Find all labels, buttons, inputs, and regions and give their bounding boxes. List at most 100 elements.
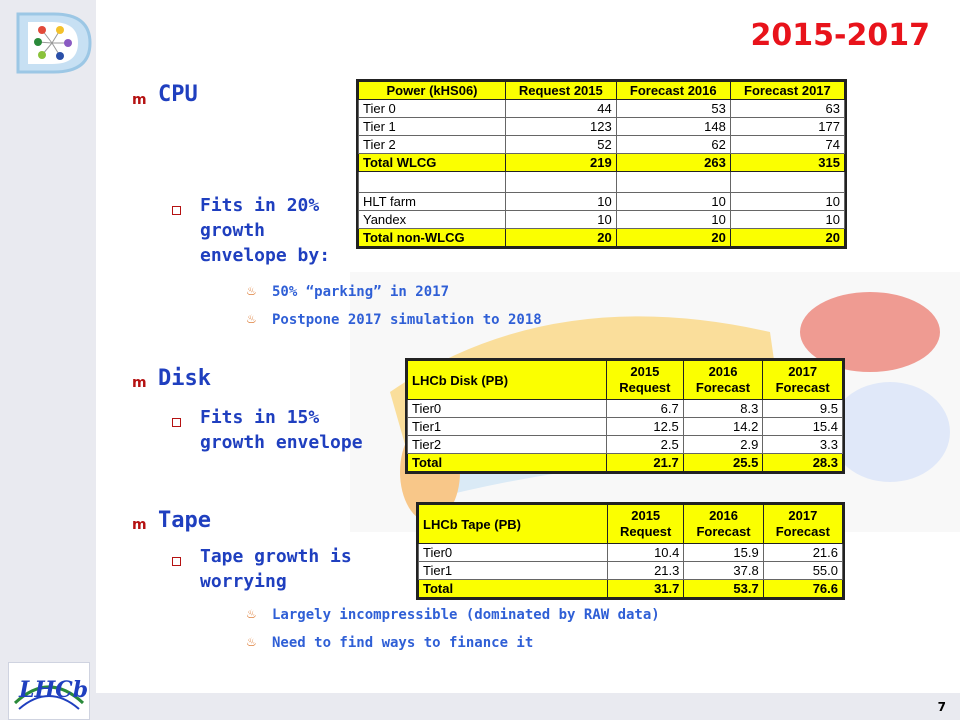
table-total-row: Total 31.7 53.7 76.6 [418,579,844,598]
tape-header-cell: 2015 Request [606,504,685,544]
bullet-disk-sub [172,418,181,427]
cpu-point-1: 50% “parking” in 2017 [272,284,450,300]
table-cell [505,171,617,193]
tape-header-cell: 2016 Forecast [683,504,764,544]
table-cell: Tier0 [407,399,607,418]
tape-table-header: LHCb Tape (PB) 2015 Request 2016 Forecas… [418,504,844,544]
table-cell: 52 [505,135,617,154]
tape-point-2: Need to find ways to finance it [272,635,534,651]
table-cell: Tier1 [418,561,608,580]
table-cell: 148 [615,117,731,136]
table-total-row: Total WLCG 219 263 315 [358,153,846,172]
table-cell: Yandex [358,210,506,229]
table-cell: Total WLCG [358,153,506,172]
table-cell: 15.9 [683,543,764,562]
disk-heading: Disk [158,366,211,391]
table-cell: 10 [505,210,617,229]
disk-header-cell: 2015 Request [606,360,684,400]
table-total-row: Total non-WLCG 20 20 20 [358,228,846,247]
table-cell: 74 [729,135,846,154]
bullet-tape-point-2: ♨ [246,635,257,649]
collaboration-logo [16,12,92,74]
table-cell [358,171,506,193]
bullet-disk: m [132,375,147,391]
bullet-tape-sub [172,557,181,566]
tape-sub-line-1: Tape growth is [200,546,352,567]
bullet-tape-point-1: ♨ [246,607,257,621]
table-cell: 123 [505,117,617,136]
tape-header-cell: LHCb Tape (PB) [418,504,608,544]
table-cell: 315 [729,153,846,172]
cpu-heading: CPU [158,82,198,107]
table-row: Tier0 10.4 15.9 21.6 [418,543,844,562]
table-cell: 20 [729,228,846,247]
table-cell: Tier 1 [358,117,506,136]
lhcb-logo: LHCb [8,662,90,720]
cpu-header-cell: Power (kHS06) [358,81,506,100]
cpu-sub-line-3: envelope by: [200,245,331,266]
table-row: Tier 0 44 53 63 [358,99,846,118]
table-cell: 53.7 [683,579,764,598]
cpu-header-cell: Forecast 2017 [729,81,846,100]
table-cell: 53 [615,99,731,118]
table-cell: 63 [729,99,846,118]
table-cell: 2.5 [606,435,684,454]
bullet-cpu-sub [172,206,181,215]
disk-header-cell: LHCb Disk (PB) [407,360,607,400]
table-cell: Tier 2 [358,135,506,154]
table-spacer-row [358,171,846,193]
left-decor-strip [0,0,96,720]
tape-header-cell: 2017 Forecast [762,504,844,544]
table-cell: 44 [505,99,617,118]
table-cell: 14.2 [682,417,764,436]
table-cell: 31.7 [606,579,685,598]
cpu-header-cell: Request 2015 [505,81,617,100]
table-row: Tier 2 52 62 74 [358,135,846,154]
table-cell: 10 [615,210,731,229]
lhcb-logo-text: LHCb [19,677,89,703]
disk-header-cell: 2016 Forecast [682,360,764,400]
table-row: Tier2 2.5 2.9 3.3 [407,435,843,454]
cpu-point-2: Postpone 2017 simulation to 2018 [272,312,542,328]
table-cell: 9.5 [762,399,843,418]
disk-sub-line-2: growth envelope [200,432,363,453]
table-cell: 25.5 [682,453,764,472]
bullet-cpu-point-1: ♨ [246,284,257,298]
disk-header-cell: 2017 Forecast [762,360,843,400]
slide-title: 2015-2017 [750,18,930,53]
tape-sub-line-2: worrying [200,571,287,592]
table-row: Yandex 10 10 10 [358,210,846,229]
table-cell: 10 [729,210,846,229]
table-cell: 20 [505,228,617,247]
table-cell: Total non-WLCG [358,228,506,247]
tape-point-1: Largely incompressible (dominated by RAW… [272,607,660,623]
table-cell: 8.3 [682,399,764,418]
table-cell: Total [407,453,607,472]
bullet-cpu: m [132,92,147,108]
tape-heading: Tape [158,508,211,533]
table-cell: Total [418,579,608,598]
table-row: HLT farm 10 10 10 [358,192,846,211]
table-cell: 2.9 [682,435,764,454]
table-cell: 21.6 [762,543,844,562]
table-cell: Tier1 [407,417,607,436]
bottom-decor-strip [0,693,960,720]
table-cell: 12.5 [606,417,684,436]
cpu-table: Power (kHS06) Request 2015 Forecast 2016… [356,79,847,249]
cpu-sub-line-2: growth [200,220,266,241]
table-cell: 21.7 [606,453,684,472]
table-cell: Tier2 [407,435,607,454]
table-row: Tier1 12.5 14.2 15.4 [407,417,843,436]
table-cell: 10 [505,192,617,211]
table-cell: 219 [505,153,617,172]
table-cell: 177 [729,117,846,136]
table-cell: 55.0 [762,561,844,580]
table-cell: 76.6 [762,579,844,598]
tape-sub-text: Tape growth is worrying [200,544,352,594]
table-cell: 263 [615,153,731,172]
table-cell: 21.3 [606,561,685,580]
cpu-header-cell: Forecast 2016 [615,81,731,100]
table-cell: 37.8 [683,561,764,580]
table-row: Tier0 6.7 8.3 9.5 [407,399,843,418]
table-cell: 28.3 [762,453,843,472]
